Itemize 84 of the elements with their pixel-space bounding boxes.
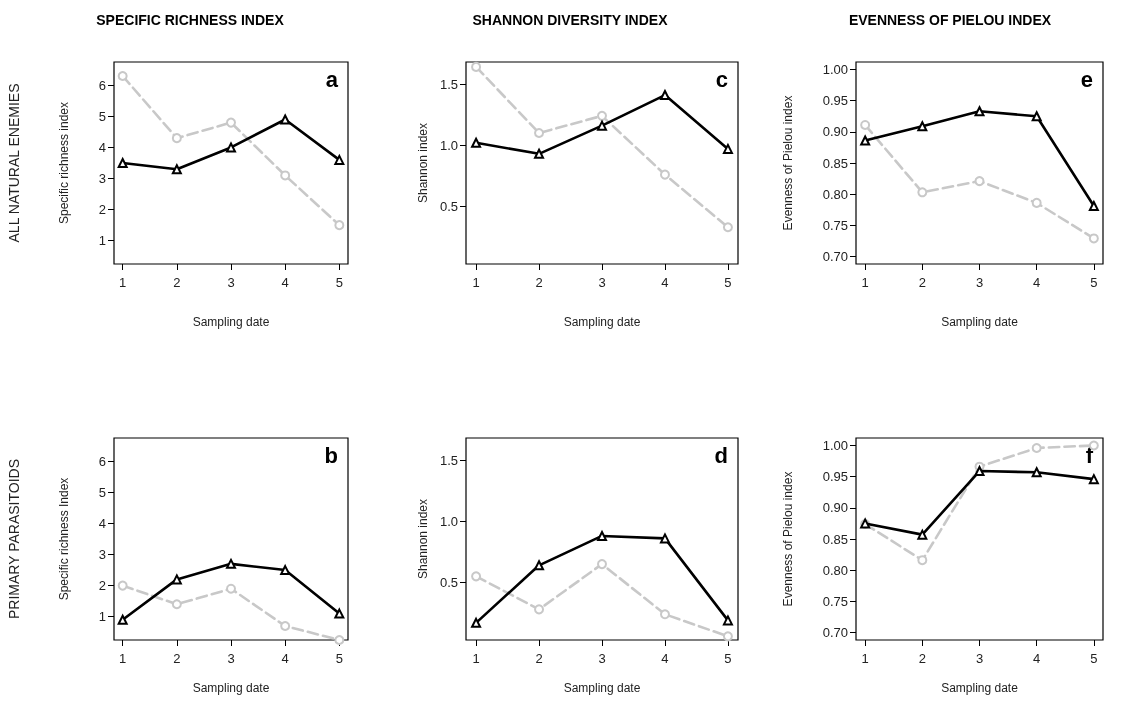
y-tick-label: 4 xyxy=(98,139,106,155)
annotation: b xyxy=(324,442,339,468)
y-tick-label: 0.75 xyxy=(822,593,848,609)
y-tick-label: 0.90 xyxy=(822,500,848,516)
x-tick-label: 5 xyxy=(335,275,343,290)
x-tick-label: 1 xyxy=(472,651,480,666)
x-tick-label: 4 xyxy=(661,275,669,290)
y-tick-label: 0.80 xyxy=(822,186,848,202)
x-tick-label: 2 xyxy=(173,275,181,290)
y-tick-label: 3 xyxy=(98,171,106,187)
y-axis-title: Shannon index xyxy=(416,498,431,580)
x-tick-label: 4 xyxy=(661,651,669,666)
y-tick-label: 4 xyxy=(98,515,106,531)
y-tick-label: 0.5 xyxy=(439,574,458,590)
y-tick-label: 0.95 xyxy=(822,93,848,109)
x-tick-label: 4 xyxy=(1033,275,1041,290)
chart-title: SHANNON DIVERSITY INDEX xyxy=(472,12,669,28)
annotation: e xyxy=(1080,66,1094,92)
y-axis-title: Specific richness Index xyxy=(57,477,71,601)
x-tick-label: 2 xyxy=(918,651,926,666)
x-tick-label: 1 xyxy=(472,275,480,290)
y-tick-label: 1.0 xyxy=(439,137,458,153)
x-tick-label: 2 xyxy=(535,275,543,290)
y-tick-label: 0.75 xyxy=(822,217,848,233)
x-tick-label: 4 xyxy=(281,651,289,666)
y-tick-label: 2 xyxy=(98,202,106,218)
x-tick-label: 2 xyxy=(918,275,926,290)
x-axis-title: Sampling date xyxy=(192,681,270,695)
y-tick-label: 6 xyxy=(98,453,106,469)
y-tick-label: 1 xyxy=(98,609,106,625)
x-tick-label: 3 xyxy=(975,651,984,666)
y-tick-label: 1.00 xyxy=(822,437,848,453)
y-tick-label: 5 xyxy=(98,108,106,124)
y-tick-label: 0.5 xyxy=(439,198,458,214)
x-tick-label: 2 xyxy=(173,651,181,666)
x-tick-label: 5 xyxy=(724,651,732,666)
y-axis-title: Evenness of Pielou index xyxy=(781,471,795,607)
y-tick-label: 0.85 xyxy=(822,155,848,171)
x-tick-label: 3 xyxy=(975,275,984,290)
x-tick-label: 1 xyxy=(861,275,869,290)
annotation: a xyxy=(325,66,339,92)
y-tick-label: 1.5 xyxy=(439,76,458,92)
annotation: d xyxy=(714,442,729,468)
x-axis-title: Sampling date xyxy=(563,315,641,329)
y-axis-title: Shannon index xyxy=(416,122,431,204)
x-tick-label: 5 xyxy=(1090,651,1098,666)
x-tick-label: 3 xyxy=(598,651,606,666)
x-tick-label: 1 xyxy=(861,651,869,666)
x-tick-label: 4 xyxy=(1033,651,1041,666)
y-axis-title: Specific richness index xyxy=(57,101,71,225)
y-tick-label: 0.70 xyxy=(822,625,848,641)
y-tick-label: 0.85 xyxy=(822,531,848,547)
x-axis-title: Sampling date xyxy=(941,315,1019,329)
y-tick-label: 1.5 xyxy=(439,452,458,468)
y-tick-label: 0.80 xyxy=(822,562,848,578)
y-tick-label: 5 xyxy=(98,484,106,500)
y-tick-label: 6 xyxy=(98,77,106,93)
text: ALL NATURAL ENEMIES xyxy=(6,83,22,243)
y-tick-label: 1.0 xyxy=(439,513,458,529)
y-tick-label: 3 xyxy=(98,547,106,563)
annotation: c xyxy=(715,66,729,92)
x-tick-label: 3 xyxy=(598,275,606,290)
y-tick-label: 0.70 xyxy=(822,249,848,265)
y-tick-label: 2 xyxy=(98,578,106,594)
text: PRIMARY PARASITOIDS xyxy=(6,458,22,620)
y-tick-label: 1 xyxy=(98,233,106,249)
chart-title: EVENNESS OF PIELOU INDEX xyxy=(848,12,1052,28)
x-tick-label: 3 xyxy=(227,275,235,290)
x-axis-title: Sampling date xyxy=(563,681,641,695)
x-tick-label: 3 xyxy=(227,651,235,666)
y-tick-label: 0.95 xyxy=(822,469,848,485)
x-tick-label: 1 xyxy=(119,275,127,290)
x-tick-label: 5 xyxy=(1090,275,1098,290)
x-tick-label: 4 xyxy=(281,275,289,290)
x-axis-title: Sampling date xyxy=(941,681,1019,695)
x-tick-label: 5 xyxy=(724,275,732,290)
x-axis-title: Sampling date xyxy=(192,315,270,329)
chart-title: SPECIFIC RICHNESS INDEX xyxy=(96,12,285,28)
y-tick-label: 0.90 xyxy=(822,124,848,140)
y-tick-label: 1.00 xyxy=(822,61,848,77)
x-tick-label: 2 xyxy=(535,651,543,666)
y-axis-title: Evenness of Pielou index xyxy=(781,95,795,231)
x-tick-label: 1 xyxy=(119,651,127,666)
x-tick-label: 5 xyxy=(335,651,343,666)
